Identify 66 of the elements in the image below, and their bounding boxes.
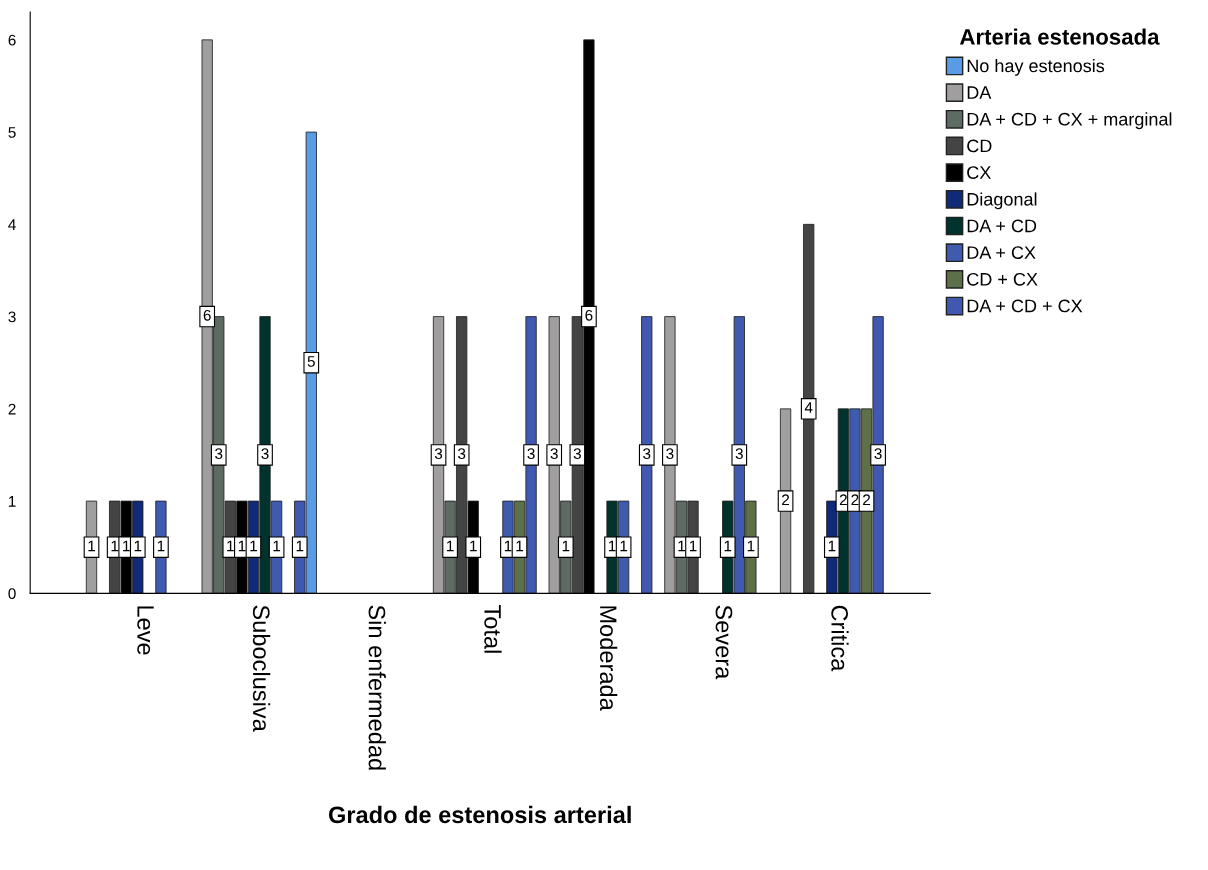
x-tick-label: Sin enfermedad: [368, 605, 386, 770]
data-label: 3: [735, 448, 743, 460]
data-label: 1: [250, 540, 257, 552]
x-axis-title: Grado de estenosis arterial: [328, 805, 631, 824]
y-tick-label: 0: [8, 588, 16, 600]
data-label: 1: [123, 540, 130, 552]
legend-title: Arteria estenosada: [959, 28, 1160, 45]
legend-label: DA + CD: [967, 219, 1037, 233]
data-label: 1: [689, 540, 697, 552]
data-label: 2: [851, 494, 859, 506]
legend-label: CD + CX: [967, 272, 1038, 286]
data-label: 1: [157, 540, 165, 552]
x-tick-label: Suboclusiva: [252, 605, 271, 732]
data-label: 1: [828, 540, 836, 552]
legend-label: DA + CX: [967, 246, 1036, 259]
data-label: 1: [111, 540, 119, 552]
y-tick-label: 3: [8, 311, 16, 323]
legend-label: Diagonal: [967, 192, 1037, 210]
data-label: 1: [470, 540, 477, 552]
data-label: 1: [273, 540, 281, 552]
data-label: 2: [863, 494, 871, 506]
data-label: 1: [296, 540, 304, 552]
data-label: 1: [447, 540, 454, 552]
data-label: 5: [307, 356, 315, 367]
x-tick-label: Total: [484, 604, 502, 653]
y-tick-label: 2: [8, 403, 16, 415]
data-label: 1: [678, 540, 685, 552]
data-label: 1: [227, 540, 234, 552]
data-label: 4: [804, 402, 813, 413]
data-label: 3: [666, 448, 674, 460]
legend-label: No hay estenosis: [967, 58, 1105, 76]
legend-label: DA: [967, 86, 992, 99]
data-label: 1: [562, 540, 570, 552]
data-label: 1: [608, 540, 616, 552]
y-tick-label: 6: [8, 34, 16, 46]
data-label: 3: [458, 448, 466, 460]
legend-label: DA + CD + CX + marginal: [967, 112, 1172, 130]
data-label: 1: [724, 540, 732, 552]
data-label: 3: [573, 448, 581, 460]
legend-label: CX: [967, 166, 991, 179]
legend-label: CD: [967, 139, 992, 153]
data-label: 3: [874, 448, 882, 460]
x-tick-label: Moderada: [599, 606, 618, 711]
x-tick-label: Leve: [137, 606, 154, 655]
legend-label: DA + CD + CX: [967, 299, 1083, 313]
y-tick-label: 1: [8, 496, 16, 507]
data-label: 3: [527, 448, 535, 460]
data-label: 1: [620, 540, 628, 552]
y-tick-label: 5: [8, 127, 16, 138]
data-label: 3: [215, 448, 223, 460]
data-label: 3: [550, 448, 558, 460]
data-label: 6: [203, 309, 211, 321]
data-label: 2: [839, 494, 847, 506]
data-label: 1: [134, 540, 142, 552]
data-label: 3: [643, 448, 651, 460]
y-tick-label: 4: [8, 219, 16, 230]
data-label: 1: [238, 540, 246, 552]
x-tick-label: Critica: [831, 605, 849, 672]
data-label: 1: [747, 540, 755, 552]
data-label: 2: [782, 494, 790, 506]
data-label: 6: [585, 309, 593, 321]
x-tick-label: Severa: [715, 605, 733, 680]
data-label: 1: [88, 540, 96, 552]
data-label: 1: [504, 540, 512, 552]
data-label: 1: [516, 540, 524, 552]
data-label: 3: [434, 448, 443, 460]
